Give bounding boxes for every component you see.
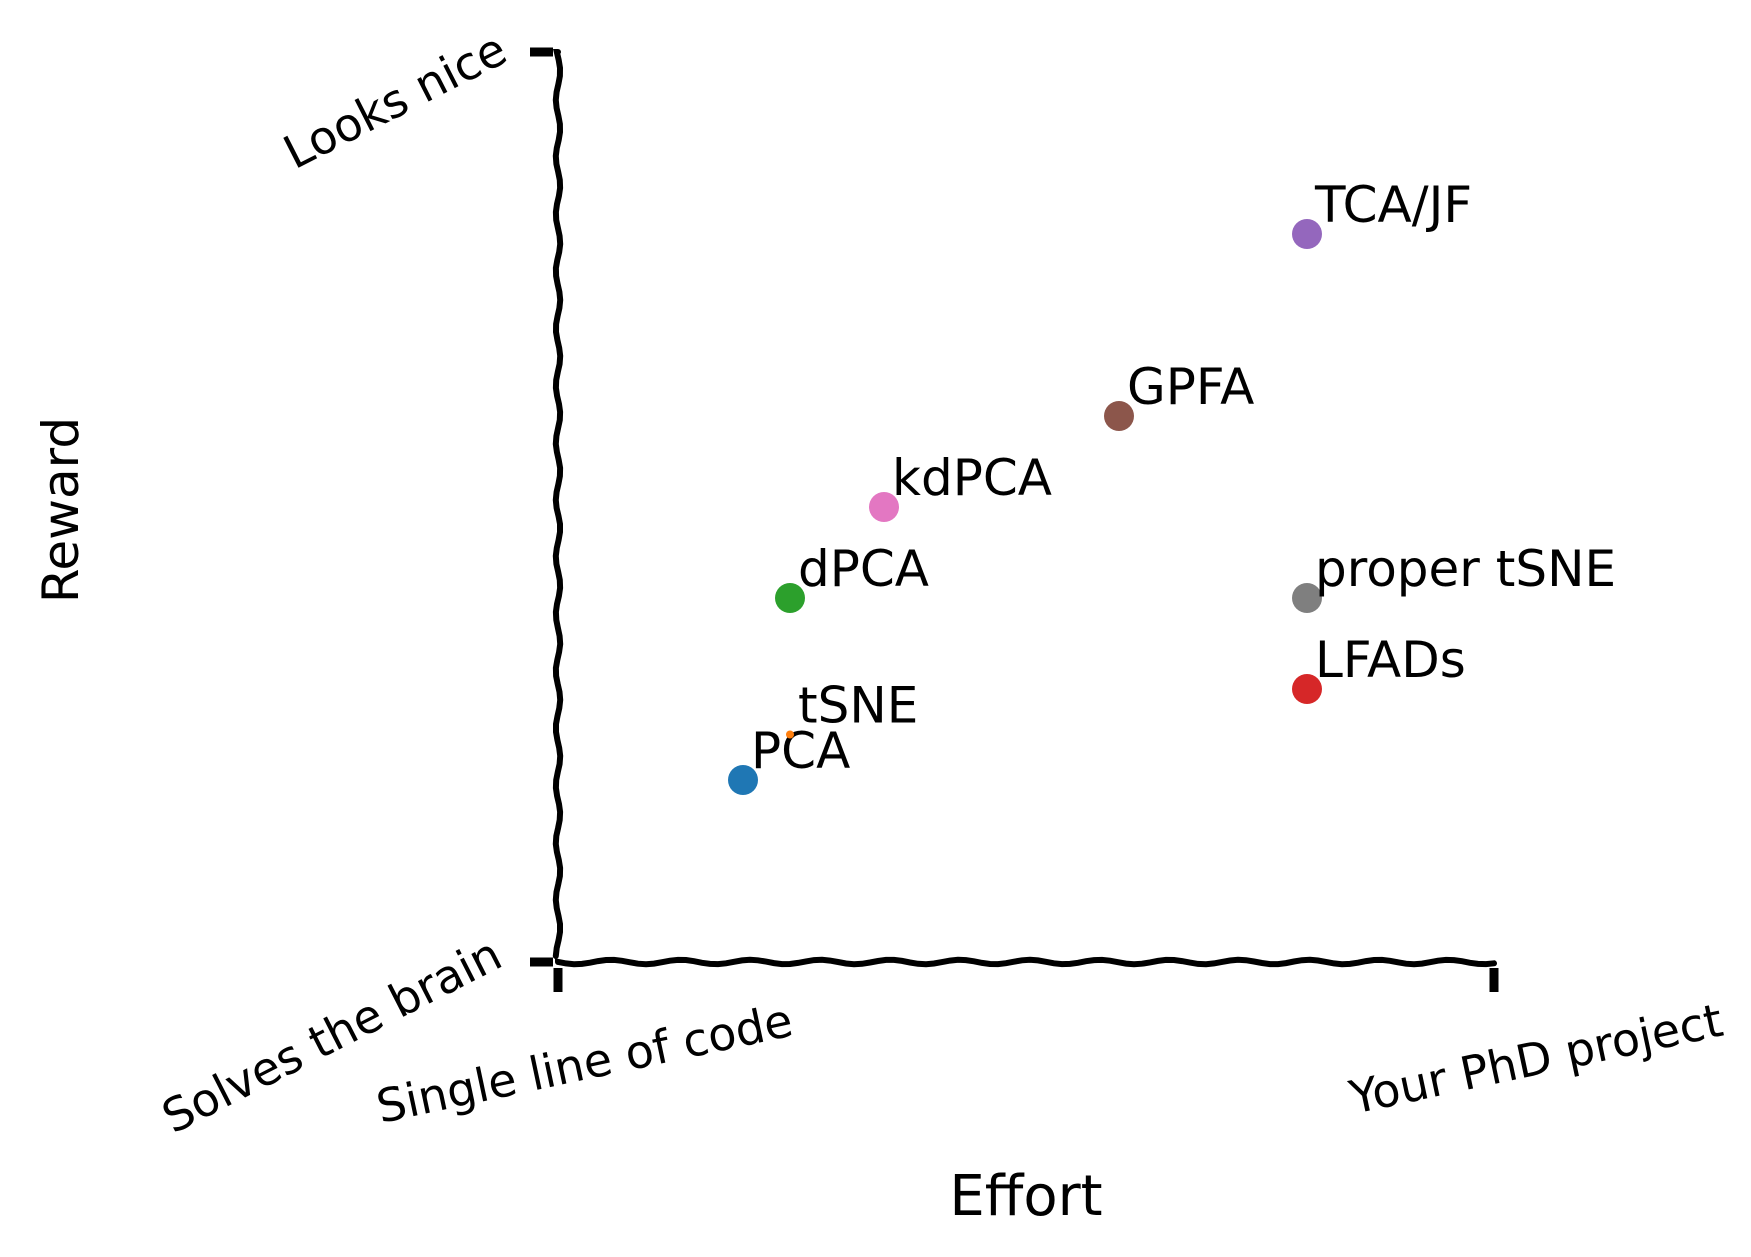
point-label: TCA/JF	[1314, 176, 1472, 234]
point-label: LFADs	[1315, 631, 1466, 689]
data-point	[1292, 674, 1322, 704]
data-point	[1292, 219, 1322, 249]
data-point	[786, 730, 794, 739]
point-label: GPFA	[1127, 358, 1254, 416]
x-tick-label-left: Single line of code	[372, 993, 798, 1134]
y-axis-label: Reward	[32, 417, 90, 603]
data-point	[869, 492, 899, 522]
point-label: PCA	[751, 722, 850, 780]
point-label: tSNE	[798, 677, 918, 735]
y-tick-label-top: Looks nice	[275, 22, 515, 180]
x-axis-line	[555, 956, 1497, 968]
data-point	[1292, 583, 1322, 613]
data-point	[775, 583, 805, 613]
y-axis-line	[552, 49, 564, 959]
x-tick-label-right: Your PhD project	[1344, 993, 1727, 1125]
data-point	[1104, 401, 1134, 431]
point-label: dPCA	[798, 540, 929, 598]
x-axis-label: Effort	[949, 1164, 1102, 1229]
axes	[530, 47, 1499, 992]
point-label: proper tSNE	[1315, 540, 1616, 598]
point-label: kdPCA	[892, 449, 1052, 507]
data-point	[728, 765, 758, 795]
